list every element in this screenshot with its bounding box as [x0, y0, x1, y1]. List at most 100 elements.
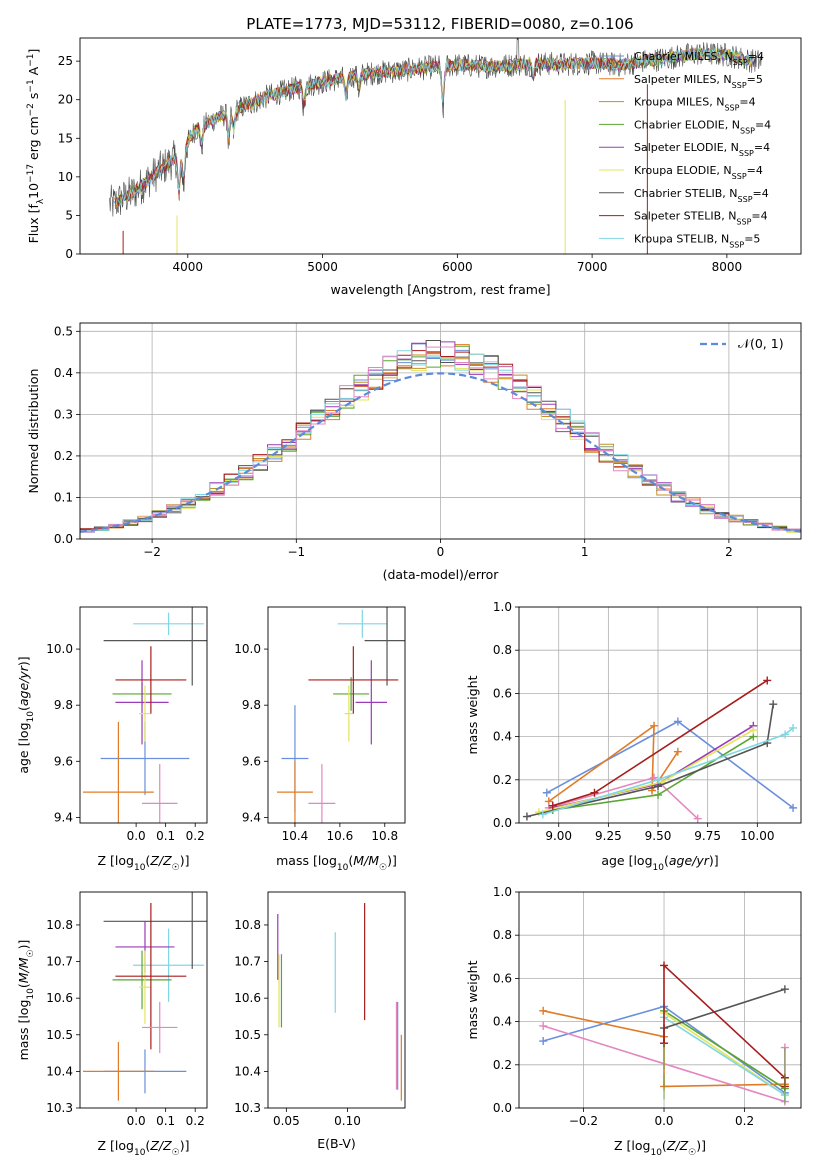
y-tick-label: 20 [58, 93, 73, 107]
x-axis-label: wavelength [Angstrom, rest frame] [330, 282, 550, 297]
y-axis-label: Normed distribution [26, 369, 41, 494]
y-tick-label: 0.2 [493, 773, 512, 787]
y-tick-label: 10.3 [46, 1101, 73, 1115]
legend-sub: SSP [733, 58, 748, 67]
label-part: ☉ [172, 1148, 180, 1158]
legend-entry: Kroupa MILES, NSSP=4 [634, 96, 756, 113]
label-part: Z [log [98, 1138, 134, 1153]
series-point [780, 985, 789, 994]
series-point [590, 788, 599, 797]
y-tick-label: 10.0 [46, 642, 73, 656]
x-tick-label: 4000 [173, 260, 204, 274]
plot-area-mass_weight_vs_age [519, 607, 801, 823]
legend-nssp: =4 [751, 210, 767, 223]
x-tick-label: 0.2 [735, 1114, 754, 1128]
y-tick-label: 10.5 [234, 1028, 261, 1042]
y-tick-label: 10.3 [234, 1101, 261, 1115]
x-tick-label: 5000 [307, 260, 338, 274]
x-tick-label: 9.25 [595, 829, 622, 843]
x-tick-label: 6000 [442, 260, 473, 274]
label-part: M/M [16, 957, 31, 983]
y-tick-label: 0.2 [54, 449, 73, 463]
axes-frame [79, 606, 208, 824]
series-point [789, 723, 798, 732]
axes-age_vs_mass: 10.4 10.6 10.8 9.4 9.6 9.8 10.0 mass [log10(M/M… [234, 606, 406, 873]
x-tick-label: −0.2 [569, 1114, 598, 1128]
x-tick-label: 0.05 [273, 1114, 300, 1128]
label-part: λ [36, 198, 46, 204]
axes-mass_weight_vs_age: 9.00 9.25 9.50 9.75 10.00 0.0 0.2 0.4 0.6 0.8 1.0 a… [465, 600, 802, 873]
y-tick-label: 5 [65, 208, 73, 222]
legend-nssp: =4 [739, 96, 755, 109]
plot-area-spectrum [109, 38, 763, 254]
series-point [522, 812, 531, 821]
label-part: mass [log [276, 853, 337, 868]
y-axis-label: age [log10(age/yr)] [16, 656, 36, 773]
label-part: )] [696, 1138, 706, 1153]
x-axis-label: Z [log10(Z/Z☉)] [614, 1138, 706, 1158]
y-tick-label: 9.8 [242, 698, 261, 712]
series-point [749, 726, 758, 735]
x-axis-label: Z [log10(Z/Z☉)] [98, 853, 190, 873]
axes-mass_weight_vs_Z: −0.2 0.0 0.2 0.0 0.2 0.4 0.6 0.8 1.0 Z [log10(Z/Z… [465, 885, 802, 1158]
x-tick-label: 0.2 [186, 1114, 205, 1128]
legend-entry: Salpeter MILES, NSSP=5 [634, 73, 763, 90]
label-part: ( [664, 853, 669, 868]
label-part: A [26, 66, 41, 79]
series-point [538, 810, 547, 819]
legend-entry: Chabrier ELODIE, NSSP=4 [634, 118, 771, 135]
y-tick-label: 0.4 [493, 1015, 512, 1029]
x-tick-label: 9.00 [545, 829, 572, 843]
x-tick-label: 0.0 [127, 829, 146, 843]
x-axis-label: Z [log10(Z/Z☉)] [98, 1138, 190, 1158]
y-tick-label: 10.8 [46, 918, 73, 932]
legend-sub: SSP [739, 149, 754, 158]
label-part: 10 [26, 183, 41, 199]
plot-area-residuals [80, 323, 801, 539]
y-tick-label: 10.5 [46, 1028, 73, 1042]
y-tick-label: 10.6 [234, 991, 261, 1005]
y-axis-label: mass [log10(M/M☉)] [16, 940, 36, 1061]
y-tick-label: 0 [65, 247, 73, 261]
series-point [539, 1006, 548, 1015]
series-point [789, 803, 798, 812]
label-part: −2 [26, 103, 36, 116]
x-tick-label: 0.0 [127, 1114, 146, 1128]
plot-area-mass_vs_ebv [277, 902, 402, 1101]
legend-nssp: =4 [748, 50, 764, 63]
plot-area-mass_weight_vs_Z [519, 892, 801, 1108]
label-part: ☉ [379, 863, 387, 873]
series-point [654, 775, 663, 784]
axes-spectrum: 4000 5000 6000 7000 8000 0 5 10 15 20 25 Chabrier M… [26, 37, 802, 297]
y-tick-label: 15 [58, 131, 73, 145]
label-part: 10 [653, 863, 665, 873]
label-part: Z/Z [149, 853, 172, 868]
legend-entry: Chabrier MILES, NSSP=4 [634, 50, 764, 67]
label-part: Flux [f [26, 204, 41, 244]
y-axis-label: mass weight [465, 960, 480, 1039]
y-tick-label: 9.6 [242, 754, 261, 768]
y-tick-label: 10.4 [46, 1064, 73, 1078]
legend: Chabrier MILES, NSSP=4 Salpeter MILES, NS… [599, 50, 771, 249]
series-point [673, 747, 682, 756]
plot-area-mass_vs_Z [82, 892, 207, 1101]
x-tick-label: 9.75 [694, 829, 721, 843]
legend-name: Kroupa MILES, N [634, 96, 724, 109]
series-line [663, 1016, 786, 1096]
legend-entry: Chabrier STELIB, NSSP=4 [634, 187, 769, 204]
plot-area-age_vs_mass [276, 607, 405, 823]
axes-frame [79, 891, 208, 1109]
x-tick-label: 0.2 [186, 829, 205, 843]
series-line [663, 1010, 786, 1090]
label-part: Z/Z [149, 1138, 172, 1153]
x-tick-label: 0 [437, 545, 445, 559]
axes-frame [79, 322, 802, 540]
series-point [654, 790, 663, 799]
plot-area-age_vs_Z [82, 607, 207, 823]
x-tick-label: 9.50 [645, 829, 672, 843]
y-tick-label: 9.4 [242, 810, 261, 824]
legend-sub: SSP [732, 80, 747, 89]
label-part: Z [log [614, 1138, 650, 1153]
y-tick-label: 1.0 [493, 600, 512, 614]
label-part: ☉ [172, 863, 180, 873]
